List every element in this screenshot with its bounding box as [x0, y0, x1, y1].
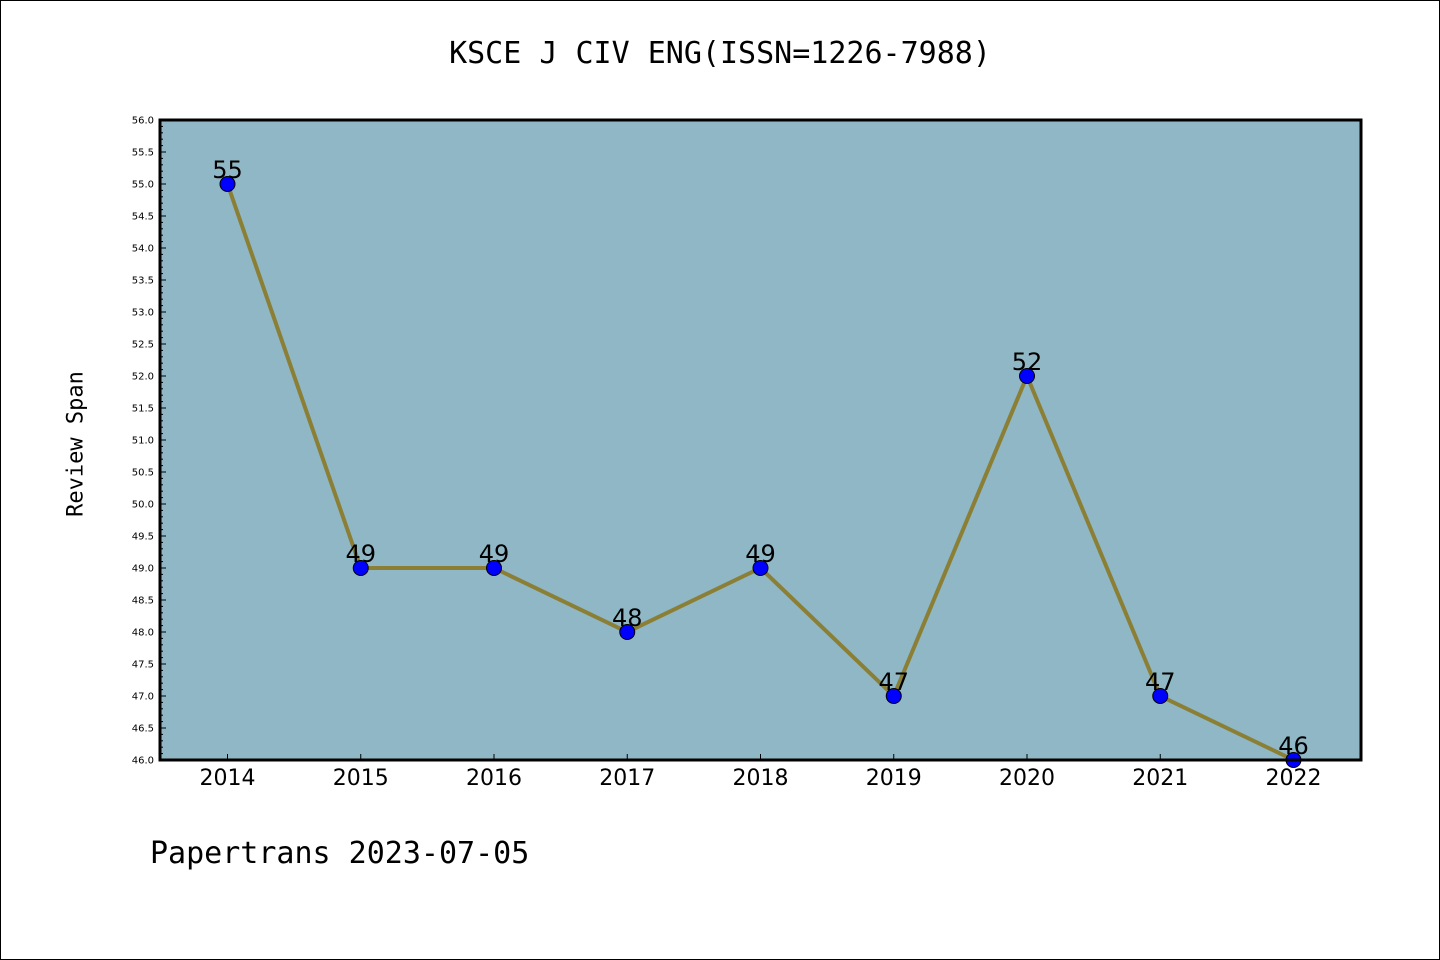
footer-credit: Papertrans 2023-07-05: [150, 836, 530, 871]
chart-title: KSCE J CIV ENG(ISSN=1226-7988): [449, 36, 991, 71]
data-point: [486, 560, 502, 576]
x-tick-label: 2015: [333, 766, 389, 791]
y-tick-label: 49.0: [132, 564, 154, 575]
x-tick-label: 2021: [1132, 766, 1188, 791]
y-tick-label: 55.0: [132, 180, 154, 191]
data-label: 49: [745, 540, 776, 568]
data-label: 48: [612, 604, 643, 632]
data-point: [885, 688, 902, 704]
data-point: [619, 624, 636, 640]
y-tick-label: 46.0: [132, 756, 154, 767]
y-tick-label: 50.5: [132, 468, 154, 479]
data-label: 47: [1145, 668, 1176, 696]
plot-area: [160, 120, 1361, 760]
data-point: [752, 560, 769, 576]
y-tick-label: 53.0: [132, 308, 154, 319]
y-tick-label: 52.0: [132, 372, 154, 383]
data-label: 49: [479, 540, 510, 568]
x-tick-label: 2020: [999, 766, 1055, 791]
data-label: 47: [878, 668, 909, 696]
x-tick-label: 2014: [200, 766, 256, 791]
y-tick-label: 50.0: [132, 500, 154, 511]
y-tick-label: 54.5: [132, 212, 154, 223]
data-label: 55: [212, 156, 243, 184]
y-tick-label: 52.5: [132, 340, 154, 351]
y-tick-label: 46.5: [132, 724, 154, 735]
y-tick-label: 48.0: [132, 628, 154, 639]
y-tick-label: 48.5: [132, 596, 154, 607]
x-tick-label: 2018: [733, 766, 789, 791]
data-point: [1019, 368, 1035, 384]
data-point: [219, 176, 236, 192]
data-point: [352, 560, 369, 576]
x-tick-label: 2019: [866, 766, 922, 791]
y-tick-label: 53.5: [132, 276, 154, 287]
x-tick-label: 2017: [599, 766, 655, 791]
plot-border: [158, 118, 1363, 762]
x-tick-label: 2022: [1266, 766, 1322, 791]
y-tick-label: 54.0: [132, 244, 154, 255]
y-tick-label: 55.5: [132, 148, 154, 159]
y-tick-label: 51.5: [132, 404, 154, 415]
y-tick-label: 49.5: [132, 532, 154, 543]
data-label: 52: [1012, 348, 1043, 376]
x-tick-label: 2016: [466, 766, 522, 791]
data-label: 49: [345, 540, 376, 568]
y-tick-label: 56.0: [132, 116, 154, 127]
data-point: [1152, 688, 1169, 704]
y-tick-label: 51.0: [132, 436, 154, 447]
data-label: 46: [1278, 732, 1309, 760]
y-tick-label: 47.5: [132, 660, 154, 671]
y-tick-label: 47.0: [132, 692, 154, 703]
